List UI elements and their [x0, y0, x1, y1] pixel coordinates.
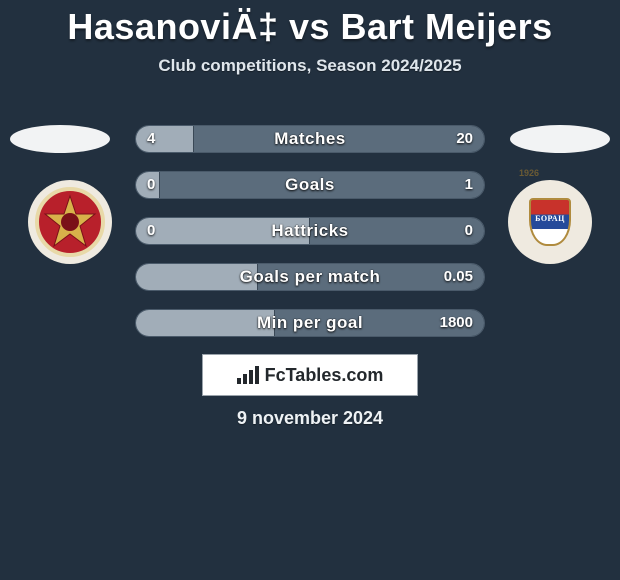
club-badge-left: [28, 180, 112, 264]
stat-row: Hattricks0 0: [135, 217, 485, 245]
stat-value-left: 0: [147, 217, 155, 245]
stat-row: Goals0 1: [135, 171, 485, 199]
generated-date: 9 november 2024: [0, 408, 620, 429]
badge-year: 1926: [519, 168, 539, 178]
stats-bars: Matches420Goals01Hattricks00Goals per ma…: [135, 125, 485, 355]
stat-value-right: 0: [465, 217, 473, 245]
season-subtitle: Club competitions, Season 2024/2025: [0, 56, 620, 76]
page-title: HasanoviÄ‡ vs Bart Meijers: [0, 0, 620, 48]
stat-value-left: 4: [147, 125, 155, 153]
player-photo-left: [10, 125, 110, 153]
club-badge-right: 1926 БОРАЦ: [508, 180, 592, 264]
stat-label: Goals: [135, 171, 485, 199]
star-icon: [39, 191, 101, 253]
player-photo-right: [510, 125, 610, 153]
stat-value-right: 0.05: [444, 263, 473, 291]
stat-value-right: 20: [456, 125, 473, 153]
stat-row: Min per goal1800: [135, 309, 485, 337]
watermark-text: FcTables.com: [265, 365, 384, 386]
stat-row: Goals per match0.05: [135, 263, 485, 291]
stat-value-right: 1800: [440, 309, 473, 337]
stat-label: Hattricks: [135, 217, 485, 245]
watermark: FcTables.com: [202, 354, 418, 396]
chart-icon: [237, 366, 259, 384]
stat-label: Min per goal: [135, 309, 485, 337]
stat-label: Matches: [135, 125, 485, 153]
shield-text: БОРАЦ: [531, 214, 569, 223]
stat-value-left: 0: [147, 171, 155, 199]
stat-label: Goals per match: [135, 263, 485, 291]
stat-value-right: 1: [465, 171, 473, 199]
stat-row: Matches4 20: [135, 125, 485, 153]
